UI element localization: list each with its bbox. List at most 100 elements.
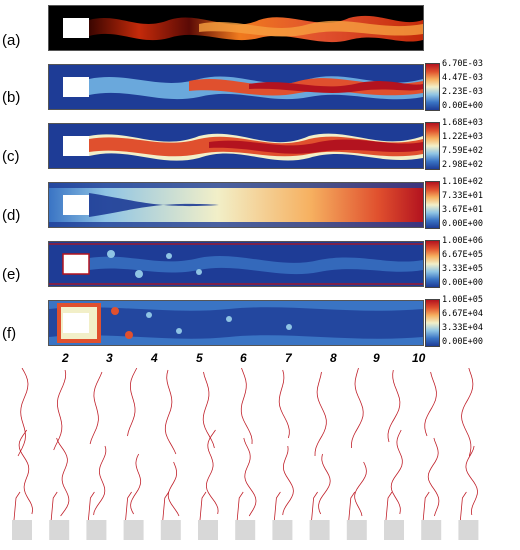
flame-front-lower bbox=[282, 445, 294, 516]
colorbar-e-tick-4: 0.00E+00 bbox=[442, 278, 483, 288]
colorbar-f-tick-1: 1.00E+05 bbox=[442, 295, 483, 305]
flame-front-anchor bbox=[125, 491, 132, 521]
bluff-body-base bbox=[309, 520, 330, 540]
flame-front-upper bbox=[350, 368, 364, 449]
bluff-body-base bbox=[160, 520, 181, 540]
colorbar-c-tick-1: 1.68E+03 bbox=[442, 118, 483, 128]
flame-front-lower bbox=[206, 429, 219, 515]
colorbar-d-tick-4: 0.00E+00 bbox=[442, 219, 483, 229]
bluff-body-base bbox=[346, 520, 367, 540]
flame-front-lower bbox=[56, 437, 70, 517]
colorbar-f-tick-2: 6.67E+04 bbox=[442, 309, 483, 319]
flame-front-anchor bbox=[199, 491, 207, 521]
colorbar-d-tick-2: 7.33E+01 bbox=[442, 191, 483, 201]
bluff-body-base bbox=[384, 520, 404, 540]
x-axis-tick: 9 bbox=[373, 351, 380, 365]
colorbar-f-tick-4: 0.00E+00 bbox=[442, 337, 483, 347]
bluff-body-base bbox=[235, 520, 256, 540]
flame-front-lower bbox=[318, 453, 331, 515]
flame-front-upper bbox=[278, 369, 290, 439]
colorbar-b-tick-2: 4.47E-03 bbox=[442, 73, 483, 83]
panel-label-d: (d) bbox=[2, 207, 21, 224]
x-axis-tick: 10 bbox=[412, 351, 426, 365]
flame-front-anchor bbox=[236, 491, 244, 521]
flame-front-anchor bbox=[385, 491, 393, 521]
flame-front-lower bbox=[243, 437, 257, 517]
field-panel-e-strain bbox=[48, 241, 424, 287]
bluff-body bbox=[63, 18, 89, 38]
bluff-body-base bbox=[86, 520, 107, 540]
bluff-body-base bbox=[198, 520, 218, 540]
flame-front-lower bbox=[354, 461, 367, 517]
bluff-body-base bbox=[458, 520, 479, 540]
flame-front-anchor bbox=[88, 491, 95, 521]
field-panel-d-velocity bbox=[48, 182, 424, 228]
bluff-body-base bbox=[49, 520, 70, 540]
colorbar-c-tick-4: 2.98E+02 bbox=[442, 160, 483, 170]
flame-front-lower bbox=[390, 429, 403, 515]
colorbar-f bbox=[425, 299, 440, 347]
flame-front-upper bbox=[53, 369, 67, 451]
flame-front-sequence bbox=[12, 368, 479, 540]
panel-label-f: (f) bbox=[2, 325, 17, 342]
x-axis-tick: 2 bbox=[62, 351, 69, 365]
flame-front-upper bbox=[240, 368, 253, 445]
colorbar-b bbox=[425, 63, 440, 111]
flame-front-anchor bbox=[13, 491, 21, 521]
panel-label-b: (b) bbox=[2, 89, 21, 106]
panel-label-a: (a) bbox=[2, 32, 21, 49]
flame-field-image bbox=[49, 6, 423, 50]
colorbar-e-tick-3: 3.33E+05 bbox=[442, 264, 483, 274]
flame-front-lower bbox=[130, 453, 142, 515]
flame-front-upper bbox=[461, 368, 474, 457]
colorbar-d-tick-1: 1.10E+02 bbox=[442, 177, 483, 187]
flame-front-upper bbox=[314, 371, 327, 457]
colorbar-c-tick-3: 7.59E+02 bbox=[442, 146, 483, 156]
panel-label-e: (e) bbox=[2, 266, 21, 283]
flame-front-lower bbox=[167, 461, 180, 517]
x-axis-tick: 6 bbox=[240, 351, 247, 365]
flame-front-lower bbox=[18, 429, 33, 515]
x-axis-tick: 7 bbox=[285, 351, 292, 365]
panel-label-c: (c) bbox=[2, 148, 20, 165]
flame-front-anchor bbox=[311, 491, 318, 521]
colorbar-e-tick-2: 6.67E+05 bbox=[442, 250, 483, 260]
field-panel-b-mixture bbox=[48, 64, 424, 110]
flame-front-upper bbox=[164, 369, 177, 455]
colorbar-c bbox=[425, 122, 440, 170]
flame-front-lower bbox=[465, 445, 478, 516]
flame-front-upper bbox=[127, 368, 138, 437]
flame-front-anchor bbox=[162, 491, 170, 521]
flame-front-upper bbox=[424, 371, 437, 437]
bluff-body-base bbox=[272, 520, 293, 540]
flame-front-lower bbox=[93, 445, 107, 516]
flame-front-upper bbox=[89, 371, 103, 445]
flame-front-anchor bbox=[348, 491, 356, 521]
colorbar-c-tick-2: 1.22E+03 bbox=[442, 132, 483, 142]
x-axis-tick: 3 bbox=[106, 351, 113, 365]
field-panel-f-vorticity bbox=[48, 300, 424, 346]
flame-front-anchor bbox=[274, 491, 281, 521]
field-panel-c-temperature bbox=[48, 123, 424, 169]
flame-front-upper bbox=[387, 369, 401, 443]
field-panel-a-flame bbox=[48, 5, 424, 51]
flame-front-anchor bbox=[422, 491, 430, 521]
colorbar-d-tick-3: 3.67E+01 bbox=[442, 205, 483, 215]
bluff-body-base bbox=[421, 520, 442, 540]
x-axis-tick: 4 bbox=[151, 351, 158, 365]
flame-front-anchor bbox=[50, 491, 58, 521]
flame-front-upper bbox=[17, 368, 29, 457]
bluff-body-base bbox=[12, 520, 32, 540]
x-axis-tick: 8 bbox=[330, 351, 337, 365]
colorbar-b-tick-3: 2.23E-03 bbox=[442, 87, 483, 97]
colorbar-f-tick-3: 3.33E+04 bbox=[442, 323, 483, 333]
flame-front-lower bbox=[427, 437, 440, 517]
x-axis-tick: 5 bbox=[196, 351, 203, 365]
colorbar-e-tick-1: 1.00E+06 bbox=[442, 236, 483, 246]
colorbar-e bbox=[425, 240, 440, 288]
flame-front-anchor bbox=[460, 491, 467, 521]
colorbar-d bbox=[425, 181, 440, 229]
bluff-body-base bbox=[123, 520, 144, 540]
colorbar-b-tick-1: 6.70E-03 bbox=[442, 59, 483, 69]
flame-front-upper bbox=[202, 371, 215, 449]
